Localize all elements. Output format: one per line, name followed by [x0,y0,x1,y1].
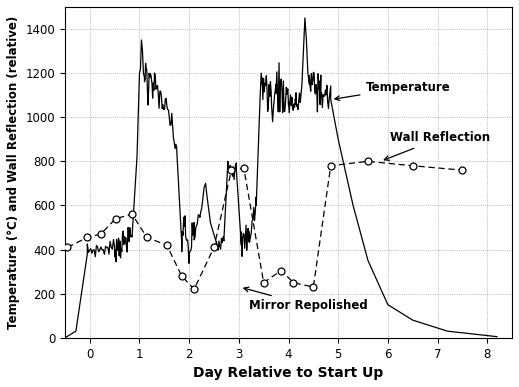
Text: Wall Reflection: Wall Reflection [384,132,490,160]
Text: Mirror Repolished: Mirror Repolished [244,287,367,312]
X-axis label: Day Relative to Start Up: Day Relative to Start Up [194,366,384,380]
Y-axis label: Temperature (°C) and Wall Reflection (relative): Temperature (°C) and Wall Reflection (re… [7,16,20,329]
Text: Temperature: Temperature [335,81,450,101]
